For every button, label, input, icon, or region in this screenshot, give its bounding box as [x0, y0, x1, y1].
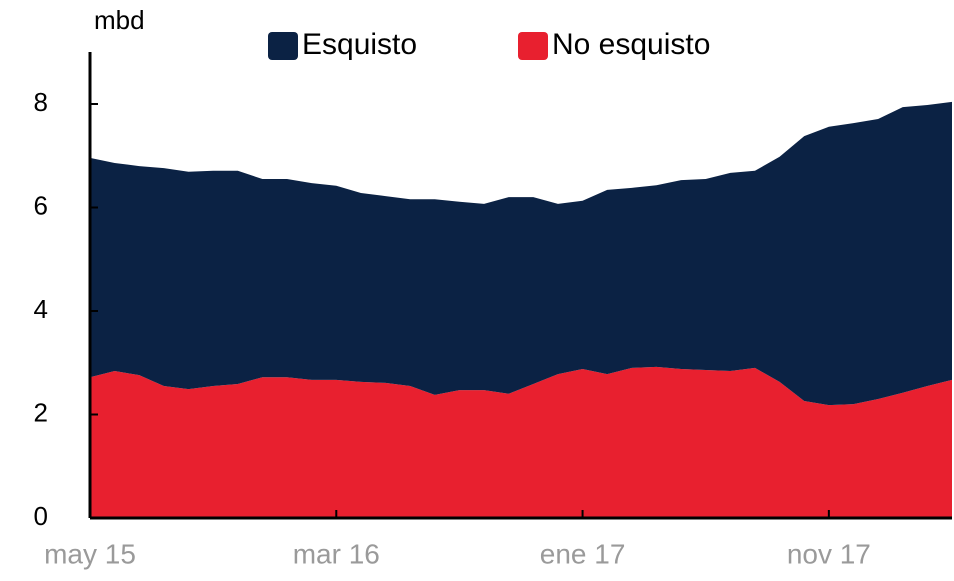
- area: [90, 101, 952, 406]
- y-axis-label: mbd: [94, 5, 145, 35]
- area: [90, 366, 952, 518]
- y-tick-label: 8: [34, 87, 48, 117]
- x-tick-label: mar 16: [293, 538, 380, 569]
- x-tick-label: may 15: [44, 538, 136, 569]
- x-tick-label: nov 17: [787, 538, 871, 569]
- legend-label: Esquisto: [302, 28, 417, 61]
- legend-label: No esquisto: [552, 28, 710, 61]
- legend-swatch: [268, 32, 298, 60]
- y-tick-label: 2: [34, 397, 48, 427]
- y-tick-label: 4: [34, 294, 48, 324]
- y-tick-label: 6: [34, 190, 48, 220]
- legend-swatch: [518, 32, 548, 60]
- x-tick-label: ene 17: [540, 538, 626, 569]
- y-tick-label: 0: [34, 501, 48, 531]
